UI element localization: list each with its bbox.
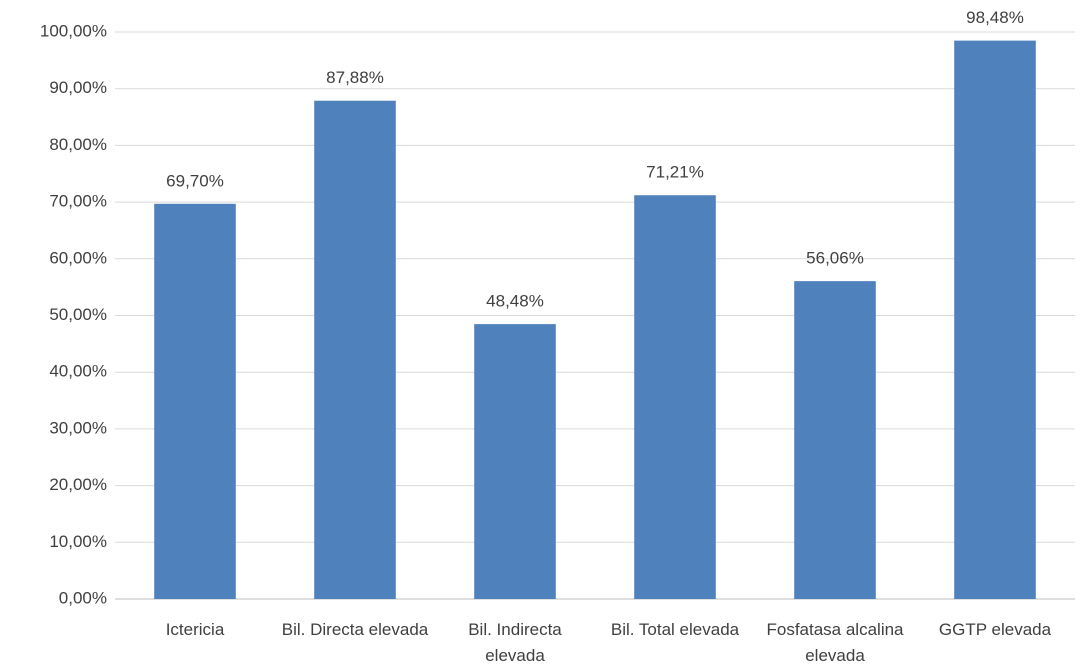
bar (794, 281, 876, 599)
bar (154, 203, 236, 599)
data-label: 98,48% (966, 8, 1024, 27)
bar (634, 195, 716, 599)
x-tick-label: GGTP elevada (938, 620, 1052, 639)
x-tick-label: Ictericia (165, 620, 225, 639)
y-tick-label: 40,00% (49, 362, 107, 381)
x-tick-label: Bil. Indirecta elevada (468, 620, 562, 665)
bar (474, 324, 556, 599)
data-label: 56,06% (806, 249, 864, 268)
y-tick-label: 70,00% (49, 192, 107, 211)
data-label: 48,48% (486, 292, 544, 311)
data-label: 69,70% (166, 171, 224, 190)
y-tick-label: 30,00% (49, 418, 107, 437)
data-label: 71,21% (646, 163, 704, 182)
x-tick-label: Bil. Total elevada (610, 620, 740, 639)
y-tick-label: 0,00% (59, 588, 107, 607)
y-tick-label: 100,00% (40, 21, 107, 40)
y-tick-label: 60,00% (49, 248, 107, 267)
data-label: 87,88% (326, 68, 384, 87)
y-tick-label: 10,00% (49, 532, 107, 551)
x-tick-label: Bil. Directa elevada (281, 620, 429, 639)
x-tick-label: Fosfatasa alcalina elevada (766, 620, 904, 665)
y-tick-label: 90,00% (49, 78, 107, 97)
y-tick-label: 20,00% (49, 475, 107, 494)
bar (314, 100, 396, 599)
y-tick-label: 50,00% (49, 305, 107, 324)
bar (954, 40, 1036, 599)
y-tick-label: 80,00% (49, 135, 107, 154)
